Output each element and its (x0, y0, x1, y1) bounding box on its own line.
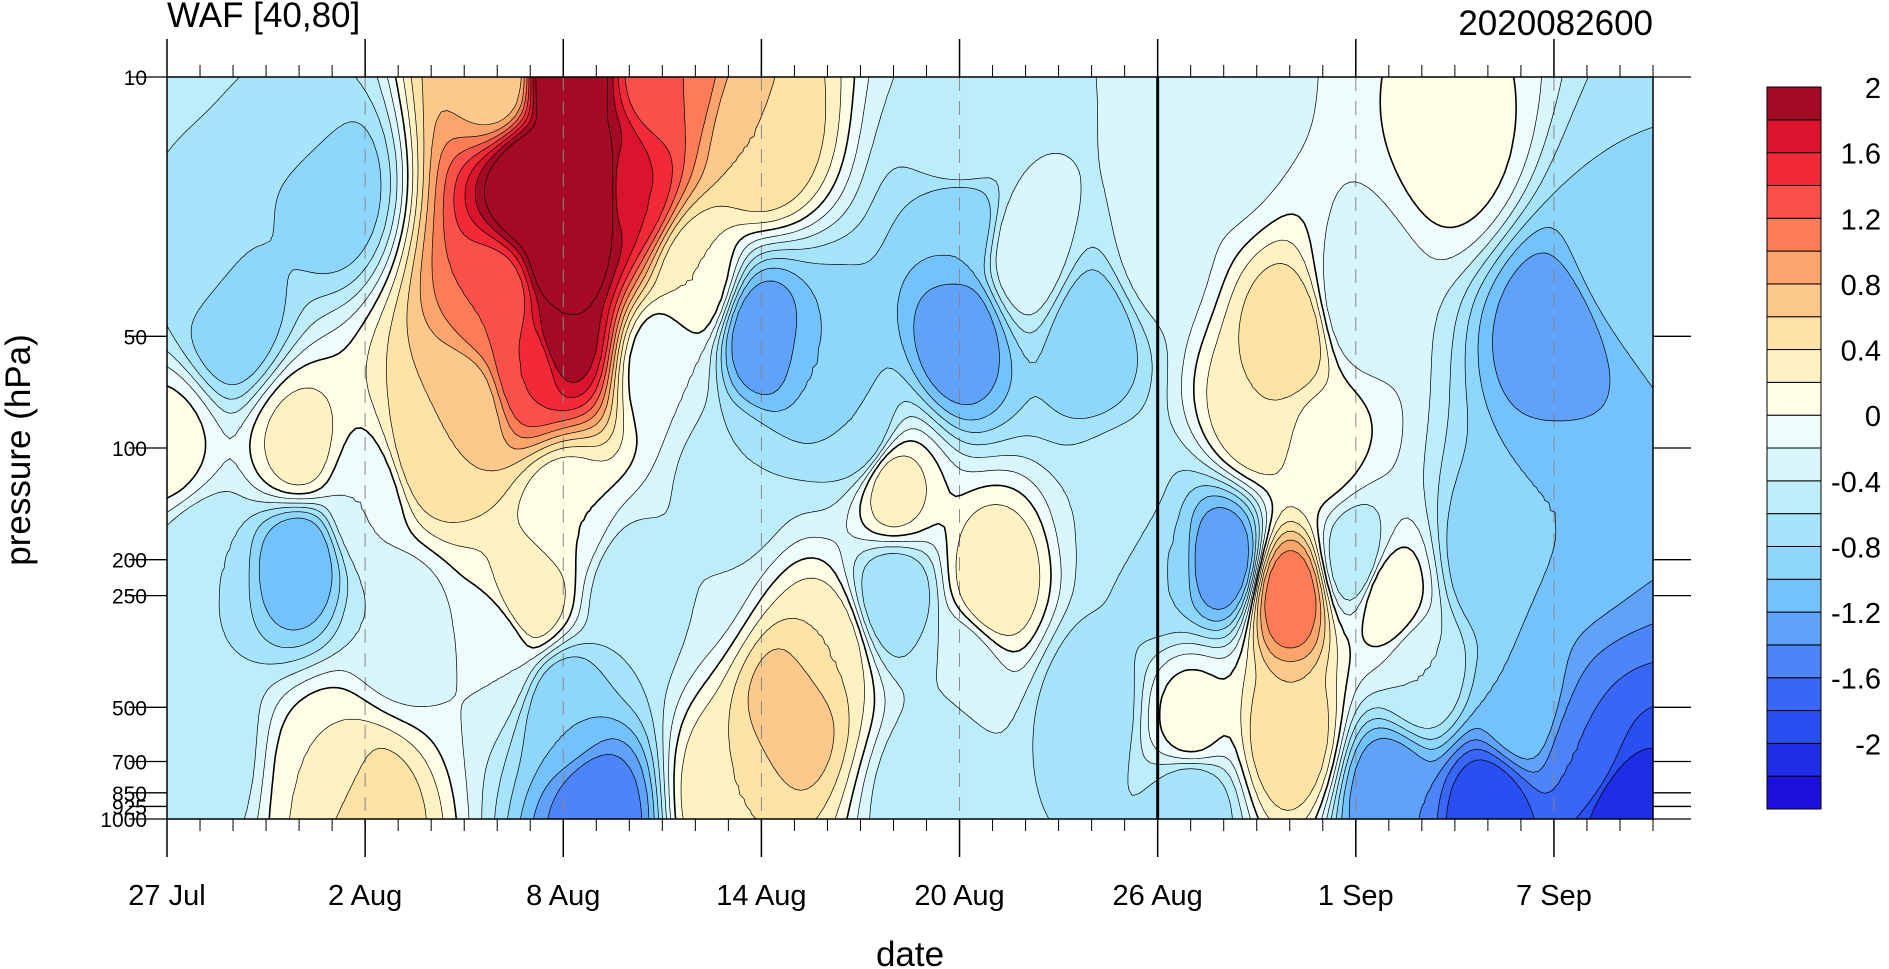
colorbar-swatch (1766, 775, 1822, 810)
y-tick-label: 700 (112, 752, 147, 775)
x-tick-label: 27 Jul (128, 880, 205, 912)
colorbar-swatch (1766, 578, 1822, 613)
colorbar-label: 2 (1865, 73, 1881, 105)
contour-line (453, 77, 673, 411)
colorbar-swatch (1766, 184, 1822, 219)
colorbar-label: -0.8 (1831, 532, 1881, 564)
x-tick-label: 7 Sep (1516, 880, 1592, 912)
y-tick-label: 10 (124, 67, 147, 90)
colorbar-label: -1.6 (1831, 664, 1881, 696)
y-tick-label: 850 (112, 783, 147, 806)
colorbar-swatch (1766, 86, 1822, 121)
colorbar-swatch (1766, 710, 1822, 744)
colorbar-swatch (1766, 611, 1822, 646)
colorbar-swatch (1766, 283, 1822, 318)
contour-line (167, 77, 1517, 819)
y-tick-label: 250 (112, 586, 147, 609)
colorbar-swatch (1766, 644, 1822, 679)
contour-line (442, 77, 686, 428)
colorbar-swatch (1766, 480, 1822, 515)
contour-line (167, 77, 1589, 819)
contour-line (258, 227, 1653, 819)
contour-line (190, 121, 1653, 819)
colorbar-label: 1.2 (1841, 204, 1881, 236)
x-axis: 27 Jul 2 Aug 8 Aug 14 Aug 20 Aug 26 Aug 1 Sep 7… (128, 39, 1654, 912)
colorbar-swatch (1766, 742, 1822, 777)
contour-line (533, 252, 1653, 819)
x-tick-label: 1 Sep (1318, 880, 1394, 912)
x-tick-label: 26 Aug (1113, 880, 1203, 912)
colorbar-label: 1.6 (1841, 139, 1881, 171)
contour-line (419, 77, 1322, 662)
y-tick-label: 925 (112, 796, 147, 819)
x-tick-label: 20 Aug (914, 880, 1004, 912)
y-tick-label: 50 (124, 326, 147, 349)
colorbar-swatch (1766, 119, 1822, 154)
contour-line (1589, 747, 1653, 819)
x-tick-label: 14 Aug (716, 880, 806, 912)
contour-line (464, 77, 654, 399)
contour-line (264, 77, 1338, 819)
colorbar-swatch (1766, 349, 1822, 383)
colorbar-label: -0.4 (1831, 467, 1881, 499)
colorbar-swatch (1766, 316, 1822, 351)
colorbar-swatch (1766, 513, 1822, 547)
contour-line (167, 77, 1563, 819)
plot-area (167, 77, 1653, 819)
contour-lines (167, 77, 1653, 819)
contour-line (474, 77, 623, 384)
colorbar-swatch (1766, 545, 1822, 580)
colorbar-swatch (1766, 381, 1822, 416)
contour-line (547, 623, 1653, 819)
contour-line (1436, 662, 1653, 819)
chart-subtitle: 2020082600 (1458, 4, 1653, 43)
y-tick-label: 500 (112, 697, 147, 720)
colorbar-label: 0.8 (1841, 270, 1881, 302)
colorbar-swatch (1766, 447, 1822, 482)
x-axis-label: date (876, 935, 944, 969)
colorbar-label: 0 (1865, 401, 1881, 433)
waf-contour-field (167, 77, 1653, 819)
colorbar-label: 0.4 (1841, 336, 1881, 368)
y-tick-label: 100 (112, 438, 147, 461)
colorbar-label: -2 (1855, 729, 1881, 761)
colorbar-swatch (1766, 152, 1822, 186)
contour-line (1446, 706, 1653, 819)
colorbar-swatch (1766, 250, 1822, 285)
x-tick-label: 2 Aug (328, 880, 402, 912)
y-axis-label: pressure (hPa) (0, 334, 38, 565)
colorbar-swatch (1766, 677, 1822, 712)
colorbar-label: -1.2 (1831, 598, 1881, 630)
contour-line (335, 77, 1331, 819)
chart-title: WAF [40,80] (167, 0, 360, 35)
colorbar-swatch (1766, 414, 1822, 449)
contour-line (167, 77, 1542, 819)
x-tick-label: 8 Aug (526, 880, 600, 912)
colorbar-swatch (1766, 217, 1822, 252)
contour-line (484, 77, 614, 316)
colorbar: 2 1.6 1.2 0.8 0.4 0 -0.4 -0.8 -1.2 -1.6 -2 (1766, 73, 1881, 810)
y-tick-label: 1000 (100, 809, 147, 832)
y-tick-label: 200 (112, 550, 147, 573)
contour-line (431, 77, 1317, 649)
contour-line (406, 77, 1326, 791)
